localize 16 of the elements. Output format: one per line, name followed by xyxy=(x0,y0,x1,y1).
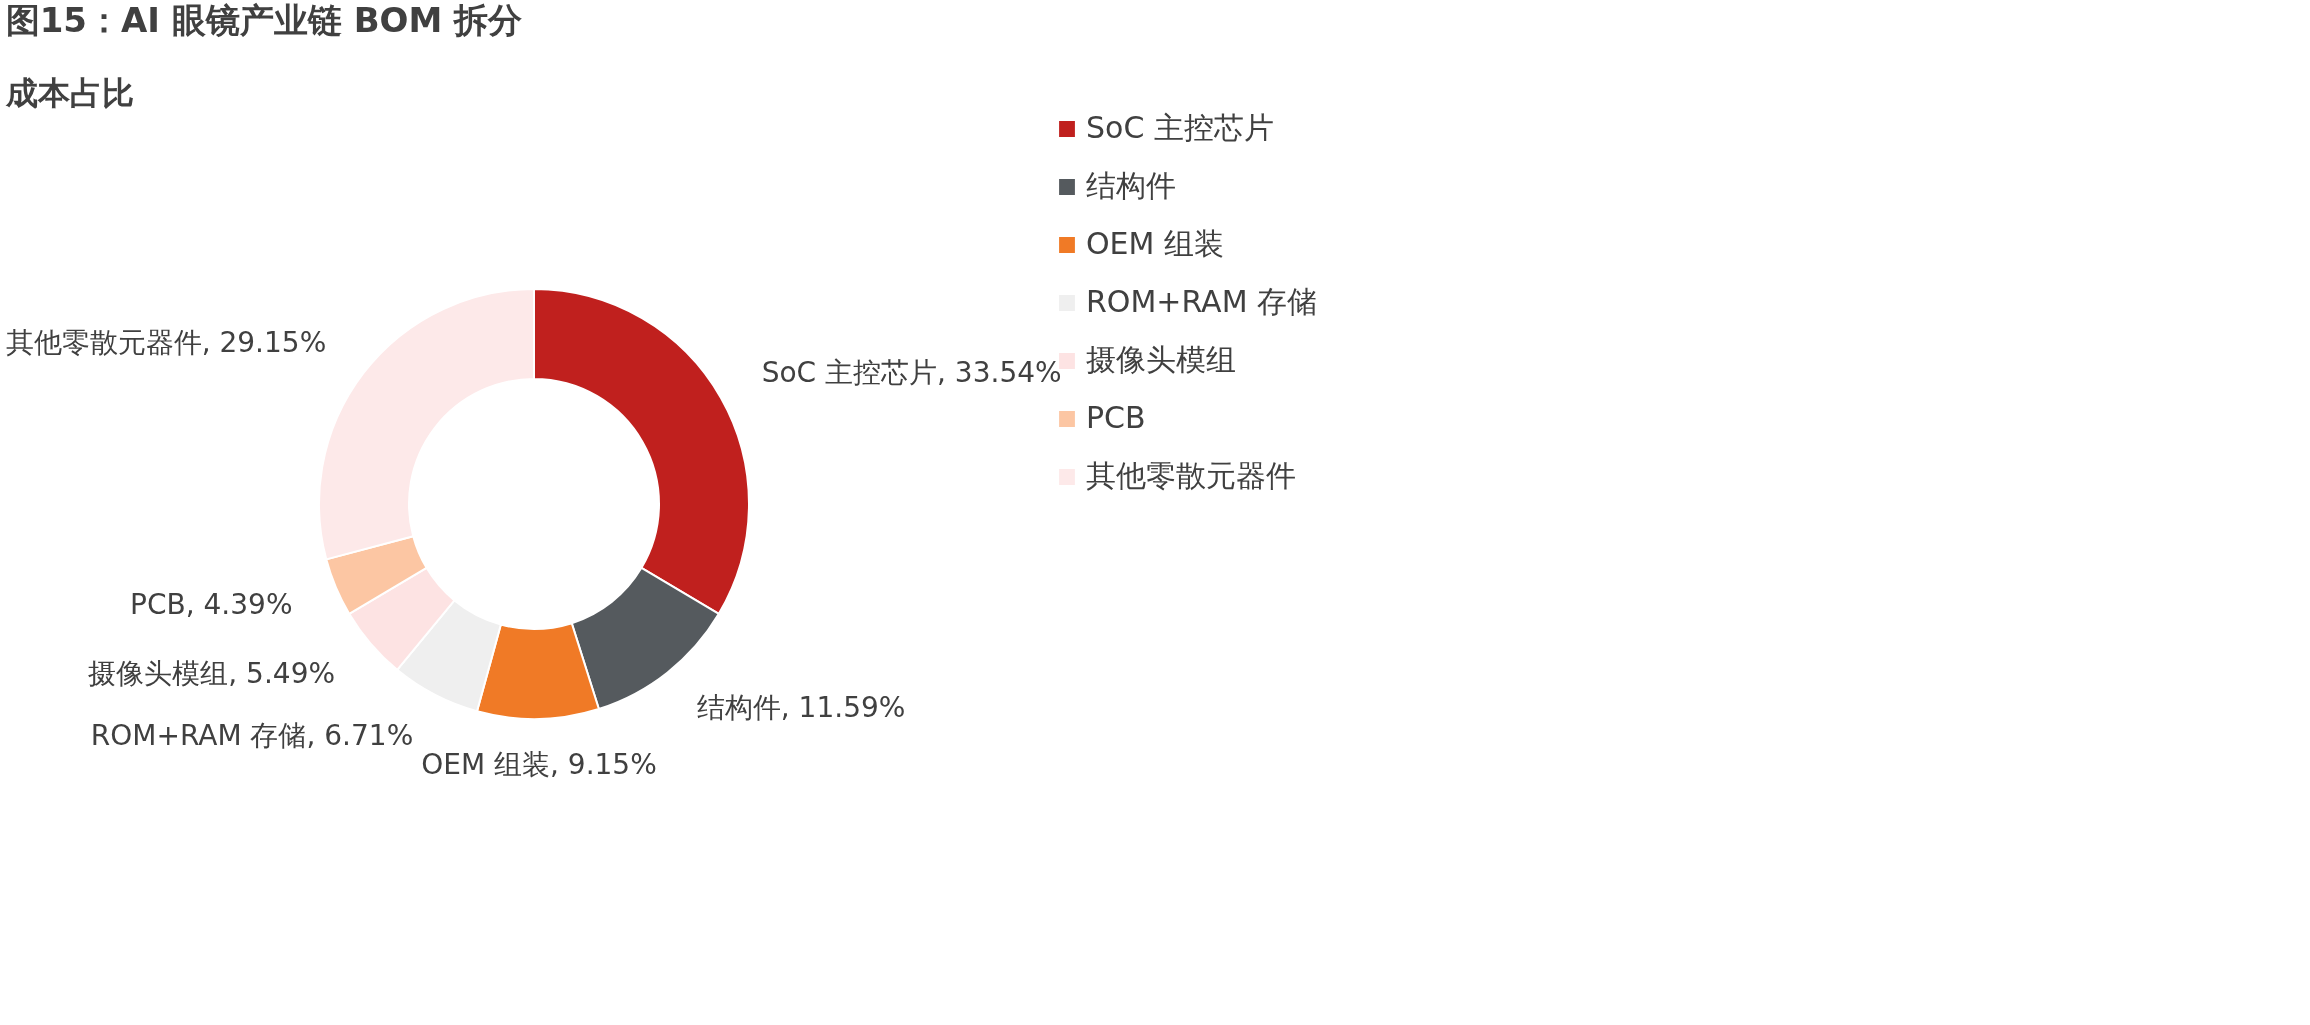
legend-label: PCB xyxy=(1086,400,1146,435)
chart-title: 图15：AI 眼镜产业链 BOM 拆分 xyxy=(5,0,523,40)
data-label: 其他零散元器件, 29.15% xyxy=(5,326,327,360)
legend-label: 摄像头模组 xyxy=(1086,342,1236,377)
data-label: 结构件, 11.59% xyxy=(696,691,906,725)
legend-label: 结构件 xyxy=(1086,168,1176,203)
data-label: SoC 主控芯片, 33.54% xyxy=(761,356,1062,390)
legend-label: 其他零散元器件 xyxy=(1086,458,1296,493)
legend-label: OEM 组装 xyxy=(1086,226,1224,261)
data-label: ROM+RAM 存储, 6.71% xyxy=(90,718,414,752)
data-label: PCB, 4.39% xyxy=(130,587,293,621)
data-label: 摄像头模组, 5.49% xyxy=(88,656,336,690)
data-label: OEM 组装, 9.15% xyxy=(421,747,657,781)
chart-subtitle: 成本占比 xyxy=(4,74,134,112)
legend-label: SoC 主控芯片 xyxy=(1086,110,1274,145)
legend-label: ROM+RAM 存储 xyxy=(1086,284,1318,319)
